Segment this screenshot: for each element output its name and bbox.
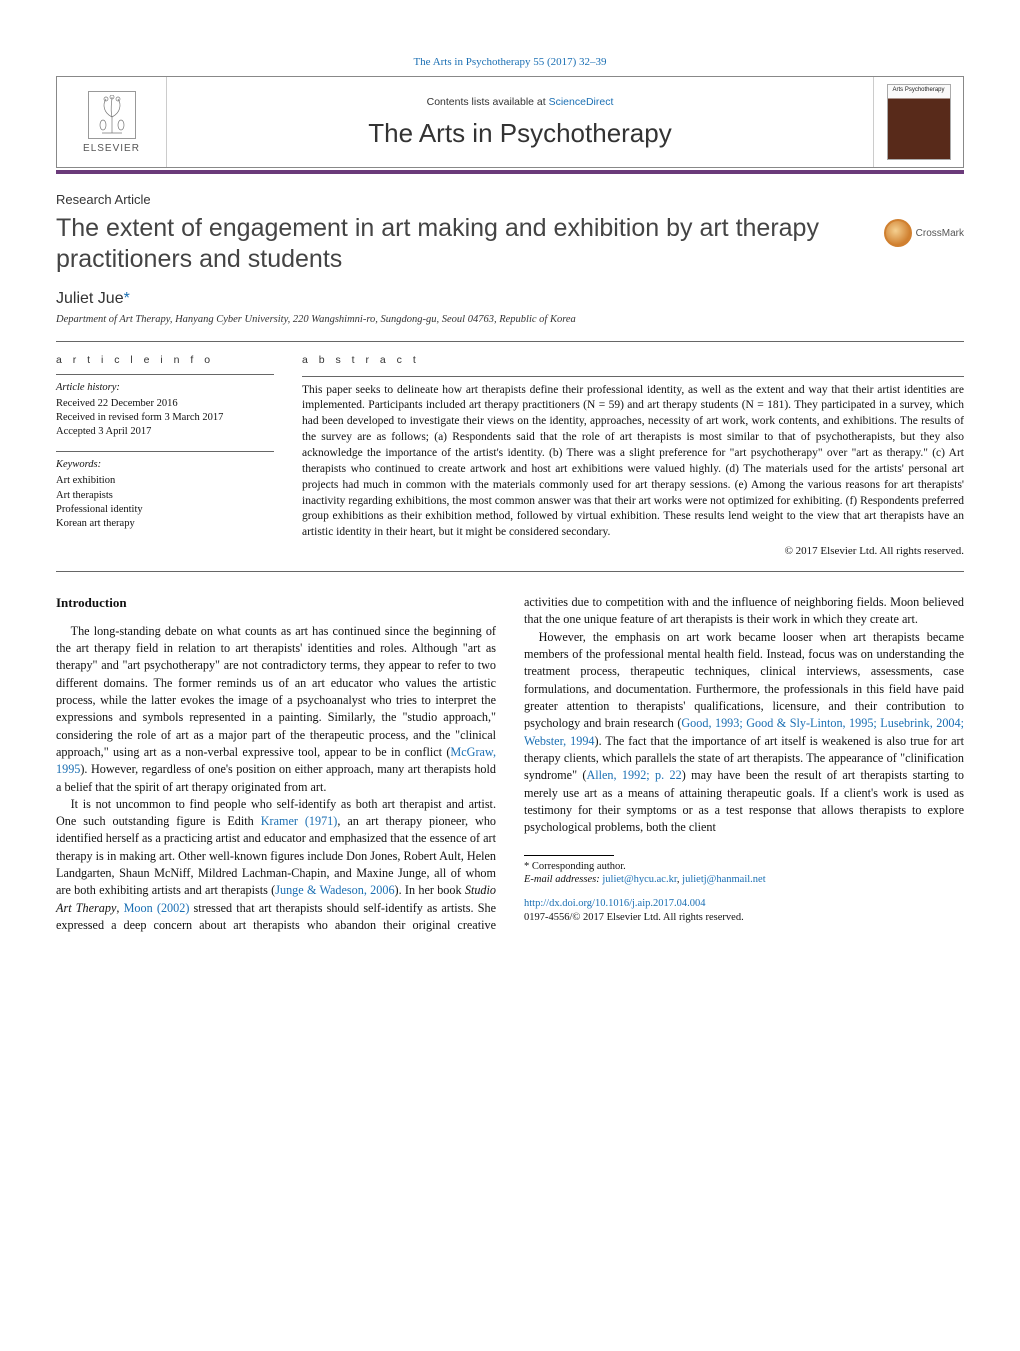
cite-kramer[interactable]: Kramer (1971) bbox=[261, 814, 338, 828]
doi-block: http://dx.doi.org/10.1016/j.aip.2017.04.… bbox=[524, 897, 964, 924]
body-para-3: However, the emphasis on art work became… bbox=[524, 629, 964, 837]
corresponding-mark: * bbox=[124, 290, 130, 307]
running-header-link[interactable]: The Arts in Psychotherapy 55 (2017) 32–3… bbox=[413, 56, 606, 68]
issn-line: 0197-4556/© 2017 Elsevier Ltd. All right… bbox=[524, 912, 744, 923]
author-line: Juliet Jue* bbox=[56, 290, 964, 308]
publisher-name: ELSEVIER bbox=[83, 143, 140, 154]
elsevier-tree-icon bbox=[88, 91, 136, 139]
cite-junge[interactable]: Junge & Wadeson, 2006 bbox=[275, 883, 394, 897]
abstract-heading: a b s t r a c t bbox=[302, 354, 964, 366]
footnote-block: * Corresponding author. E-mail addresses… bbox=[524, 860, 964, 887]
footnote-mark: * bbox=[524, 861, 529, 872]
accent-bar bbox=[56, 170, 964, 174]
email-1[interactable]: juliet@hycu.ac.kr bbox=[602, 874, 677, 885]
history-received: Received 22 December 2016 bbox=[56, 397, 274, 411]
paper-title: The extent of engagement in art making a… bbox=[56, 213, 864, 276]
abstract-text: This paper seeks to delineate how art th… bbox=[302, 383, 964, 542]
contents-prefix: Contents lists available at bbox=[427, 96, 549, 108]
history-revised: Received in revised form 3 March 2017 bbox=[56, 411, 274, 425]
keyword-3: Professional identity bbox=[56, 503, 274, 517]
journal-title: The Arts in Psychotherapy bbox=[368, 118, 671, 149]
cite-allen[interactable]: Allen, 1992; p. 22 bbox=[586, 768, 681, 782]
running-header: The Arts in Psychotherapy 55 (2017) 32–3… bbox=[56, 56, 964, 68]
masthead: ELSEVIER Contents lists available at Sci… bbox=[56, 76, 964, 168]
rule-bottom bbox=[56, 571, 964, 572]
body-para-1: The long-standing debate on what counts … bbox=[56, 623, 496, 796]
doi-link[interactable]: http://dx.doi.org/10.1016/j.aip.2017.04.… bbox=[524, 898, 706, 909]
journal-cover-block: Arts Psychotherapy bbox=[873, 77, 963, 167]
email-label: E-mail addresses: bbox=[524, 874, 600, 885]
rule-meta-2 bbox=[56, 451, 274, 452]
footnote-label: Corresponding author. bbox=[532, 861, 626, 872]
email-2[interactable]: julietj@hanmail.net bbox=[682, 874, 765, 885]
history-accepted: Accepted 3 April 2017 bbox=[56, 425, 274, 439]
article-type: Research Article bbox=[56, 192, 964, 207]
rule-top bbox=[56, 341, 964, 342]
article-info-column: a r t i c l e i n f o Article history: R… bbox=[56, 354, 274, 558]
rule-meta-1 bbox=[56, 374, 274, 375]
keyword-4: Korean art therapy bbox=[56, 517, 274, 531]
journal-cover-icon: Arts Psychotherapy bbox=[887, 84, 951, 160]
intro-heading: Introduction bbox=[56, 594, 496, 612]
abstract-column: a b s t r a c t This paper seeks to deli… bbox=[302, 354, 964, 558]
footnote-rule bbox=[524, 855, 614, 856]
masthead-center: Contents lists available at ScienceDirec… bbox=[167, 77, 873, 167]
copyright-line: © 2017 Elsevier Ltd. All rights reserved… bbox=[302, 545, 964, 557]
crossmark-label: CrossMark bbox=[916, 228, 964, 239]
sciencedirect-link[interactable]: ScienceDirect bbox=[549, 96, 614, 108]
keyword-2: Art therapists bbox=[56, 489, 274, 503]
article-info-heading: a r t i c l e i n f o bbox=[56, 354, 274, 366]
body-two-column: Introduction The long-standing debate on… bbox=[56, 594, 964, 934]
history-heading: Article history: bbox=[56, 381, 274, 395]
keywords-heading: Keywords: bbox=[56, 458, 274, 472]
cite-moon[interactable]: Moon (2002) bbox=[124, 901, 190, 915]
affiliation: Department of Art Therapy, Hanyang Cyber… bbox=[56, 314, 964, 325]
crossmark-icon bbox=[884, 219, 912, 247]
author-name: Juliet Jue bbox=[56, 290, 124, 307]
contents-available-line: Contents lists available at ScienceDirec… bbox=[427, 96, 614, 108]
publisher-logo-block: ELSEVIER bbox=[57, 77, 167, 167]
crossmark-badge[interactable]: CrossMark bbox=[884, 219, 964, 247]
rule-abstract bbox=[302, 376, 964, 377]
keyword-1: Art exhibition bbox=[56, 474, 274, 488]
